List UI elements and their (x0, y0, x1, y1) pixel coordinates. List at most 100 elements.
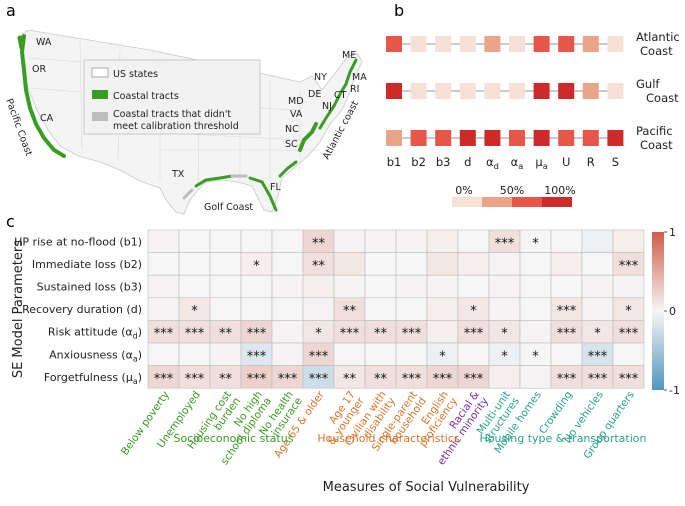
heat-cell (302, 297, 335, 321)
row-label: Pacific Coast (636, 124, 673, 152)
heat-cell (364, 252, 397, 276)
state-label: RI (350, 84, 359, 95)
heat-cell (147, 342, 180, 366)
heat-cell (533, 83, 550, 99)
panel-c-heatmap: ** *** ** ** **** ** * *** **** *** ** *** * *** ** ***… (11, 226, 680, 495)
significance-mark: * (315, 327, 322, 342)
heat-cell (550, 274, 583, 299)
heat-cell (271, 229, 304, 253)
heat-cell (147, 252, 180, 276)
heat-cell (364, 342, 397, 366)
heat-cell (209, 342, 242, 366)
heat-cell (519, 320, 552, 344)
heat-cell (426, 320, 459, 344)
heat-cell (426, 274, 459, 299)
panel-label-c: c (6, 212, 15, 231)
heat-cell (488, 274, 521, 299)
row-label: Atlantic Coast (636, 30, 680, 58)
heat-cell (386, 36, 402, 52)
legend-tick: 0% (455, 184, 472, 197)
heat-cell (410, 83, 427, 99)
heat-cell (484, 36, 501, 52)
colorbar (652, 232, 664, 390)
heat-cell (435, 36, 452, 52)
state-label: VA (290, 109, 303, 120)
significance-mark: *** (619, 327, 639, 342)
legend-tick: 50% (500, 184, 524, 197)
state-labels: WA OR CA TX FL SC NC VA MD DE NJ CT NY R… (32, 37, 367, 193)
significance-mark: *** (557, 327, 577, 342)
heat-cell (581, 297, 614, 321)
heat-cell (178, 229, 211, 253)
row-label: Gulf Coast (636, 77, 679, 105)
heat-cell (178, 342, 211, 366)
significance-mark: * (625, 304, 632, 319)
significance-mark: ** (312, 259, 326, 274)
column-label: R (587, 155, 595, 169)
heat-cell (395, 252, 428, 276)
heat-cell (582, 130, 599, 146)
heat-cell (271, 252, 304, 276)
heat-cell (435, 130, 452, 146)
heat-cell (147, 229, 180, 253)
significance-mark: *** (619, 372, 639, 387)
significance-mark: *** (340, 327, 360, 342)
column-label: U (562, 155, 570, 169)
significance-mark: * (470, 304, 477, 319)
heat-cell (209, 274, 242, 299)
significance-mark: *** (495, 236, 515, 251)
state-label: DE (308, 89, 321, 100)
significance-mark: *** (154, 372, 174, 387)
state-label: CA (40, 113, 54, 124)
column-group-label: Socioeconomic status (174, 432, 294, 445)
heat-cell (550, 252, 583, 276)
heat-cell (457, 274, 490, 299)
coastal-tracts (17, 34, 358, 212)
heat-cell (581, 274, 614, 299)
heat-cell (459, 130, 476, 146)
heat-cell (519, 365, 552, 389)
heat-cell (386, 83, 402, 99)
legend-label: US states (113, 69, 158, 80)
heat-cell (582, 36, 599, 52)
significance-mark: ** (343, 304, 357, 319)
heat-cell (271, 274, 304, 299)
heat-cell (426, 252, 459, 276)
significance-mark: *** (619, 259, 639, 274)
heat-cell (271, 342, 304, 366)
significance-mark: *** (557, 372, 577, 387)
heat-cell (612, 274, 645, 299)
heat-cell (410, 130, 427, 146)
significance-mark: *** (433, 372, 453, 387)
heat-cell (240, 229, 273, 253)
heat-cell (395, 297, 428, 321)
state-label: NY (314, 72, 327, 83)
legend-swatch (482, 197, 512, 207)
heat-cell (519, 297, 552, 321)
heat-cell (395, 342, 428, 366)
legend-swatch (91, 67, 109, 78)
heat-cell (395, 274, 428, 299)
significance-mark: * (501, 327, 508, 342)
column-label: b3 (436, 155, 451, 169)
heat-cell (612, 342, 645, 366)
heat-cell (147, 274, 180, 299)
heat-cell (607, 130, 624, 146)
column-label: αa (511, 155, 524, 171)
significance-mark: *** (588, 349, 608, 364)
heat-cell (581, 229, 614, 253)
heat-cell (519, 252, 552, 276)
heat-cell (364, 229, 397, 253)
heat-cell (333, 342, 366, 366)
legend-label: Coastal tracts (113, 91, 179, 102)
colorbar-label: 1 (669, 226, 676, 239)
row-label: HP rise at no-flood (b1) (14, 235, 142, 248)
significance-mark: ** (343, 372, 357, 387)
significance-mark: *** (309, 349, 329, 364)
column-label: b1 (387, 155, 402, 169)
heat-cell (533, 36, 550, 52)
legend-label: Coastal tracts that didn't meet calibrat… (113, 109, 239, 132)
colorbar-label: 0 (669, 305, 676, 318)
row-label: Risk attitude (αd) (48, 326, 142, 341)
